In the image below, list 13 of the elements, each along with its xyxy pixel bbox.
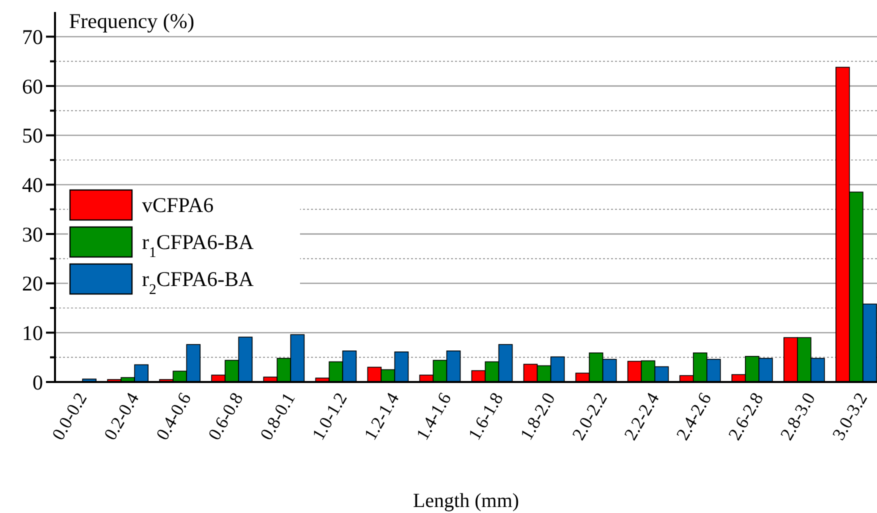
legend-label: r$_{1}$CFPA6-BA <box>142 230 254 261</box>
legend-label: vCFPA6 <box>142 193 214 217</box>
y-axis-title: Frequency (%) <box>69 9 194 33</box>
y-tick-label: 20 <box>22 272 43 296</box>
y-tick-label: 30 <box>22 222 43 246</box>
y-tick-label: 60 <box>22 74 43 98</box>
x-axis-title: Length (mm) <box>412 490 520 512</box>
y-tick-label: 40 <box>22 173 43 198</box>
y-tick-label: 0 <box>32 370 43 394</box>
y-tick-label: 10 <box>22 321 43 346</box>
legend-label: r$_{2}$CFPA6-BA <box>142 267 254 298</box>
y-tick-label: 70 <box>22 25 43 50</box>
y-tick-label: 50 <box>22 124 43 148</box>
